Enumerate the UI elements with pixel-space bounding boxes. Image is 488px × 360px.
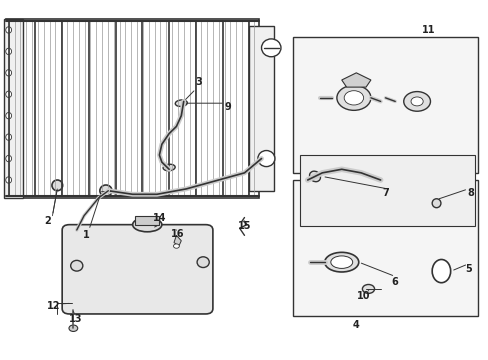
Ellipse shape (261, 39, 281, 57)
Text: 5: 5 (464, 264, 470, 274)
Text: 14: 14 (152, 212, 166, 222)
Ellipse shape (362, 284, 374, 293)
Ellipse shape (173, 244, 179, 248)
Ellipse shape (6, 91, 12, 98)
Ellipse shape (6, 156, 12, 162)
Ellipse shape (197, 257, 209, 267)
Ellipse shape (132, 217, 162, 232)
Text: 6: 6 (391, 277, 398, 287)
Ellipse shape (100, 185, 112, 197)
Text: 7: 7 (381, 188, 388, 198)
Bar (292, 37, 477, 173)
Ellipse shape (403, 91, 429, 111)
Text: 3: 3 (195, 77, 201, 87)
Ellipse shape (344, 91, 363, 105)
Ellipse shape (52, 180, 62, 191)
Bar (249, 26, 273, 191)
Bar (292, 180, 477, 316)
Text: 9: 9 (224, 102, 230, 112)
Ellipse shape (431, 199, 440, 208)
Ellipse shape (410, 97, 422, 106)
Text: 8: 8 (466, 188, 473, 198)
Text: 16: 16 (170, 229, 184, 239)
Ellipse shape (69, 325, 78, 332)
Bar (300, 155, 474, 226)
Text: 4: 4 (352, 320, 359, 330)
Text: 15: 15 (237, 221, 251, 231)
Ellipse shape (6, 112, 12, 119)
Bar (6, 19, 259, 198)
Text: 2: 2 (44, 216, 51, 226)
Text: 10: 10 (356, 291, 369, 301)
Bar (4, 19, 23, 198)
Ellipse shape (6, 27, 12, 33)
Text: 1: 1 (83, 230, 90, 240)
Ellipse shape (163, 164, 175, 171)
Ellipse shape (6, 134, 12, 140)
Ellipse shape (431, 260, 450, 283)
Ellipse shape (175, 100, 187, 107)
Ellipse shape (330, 256, 352, 269)
Bar (135, 216, 159, 225)
FancyBboxPatch shape (62, 225, 212, 314)
Ellipse shape (324, 252, 358, 272)
Ellipse shape (257, 150, 274, 167)
Ellipse shape (336, 85, 370, 111)
Ellipse shape (6, 48, 12, 55)
Text: 13: 13 (68, 314, 82, 324)
Ellipse shape (71, 260, 82, 271)
Ellipse shape (309, 171, 320, 182)
Text: 12: 12 (47, 301, 61, 311)
Text: 11: 11 (421, 25, 434, 35)
Polygon shape (341, 73, 370, 87)
Ellipse shape (6, 69, 12, 76)
Polygon shape (174, 235, 181, 246)
Ellipse shape (6, 177, 12, 183)
